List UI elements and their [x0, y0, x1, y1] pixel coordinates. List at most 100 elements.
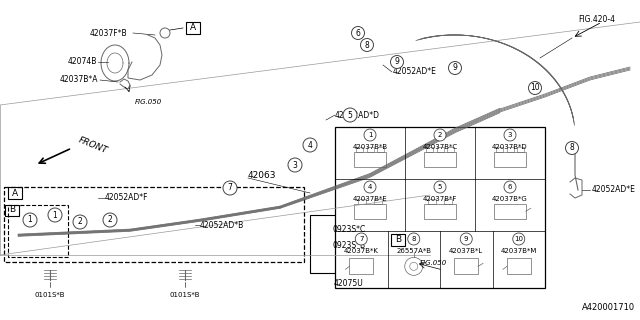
Circle shape — [390, 55, 403, 68]
Text: 4: 4 — [308, 140, 312, 149]
Bar — [356, 147, 363, 152]
Text: 42037B*L: 42037B*L — [449, 248, 483, 254]
Text: 0101S*B: 0101S*B — [170, 292, 200, 298]
Text: 42075U: 42075U — [334, 279, 364, 288]
Text: 42037B*K: 42037B*K — [344, 248, 379, 254]
Text: FIG.050: FIG.050 — [134, 99, 162, 105]
Text: 0923S*B: 0923S*B — [332, 241, 365, 250]
Bar — [506, 147, 513, 152]
Text: 42037B*C: 42037B*C — [422, 144, 458, 150]
Text: 7: 7 — [359, 236, 364, 242]
Bar — [5, 204, 19, 215]
Text: 42037B*M: 42037B*M — [500, 248, 537, 254]
Bar — [424, 152, 456, 166]
Circle shape — [504, 181, 516, 193]
Circle shape — [355, 233, 367, 245]
Bar — [494, 152, 525, 166]
Text: FIG.050: FIG.050 — [420, 260, 447, 266]
Circle shape — [408, 233, 420, 245]
Bar — [436, 147, 444, 152]
Text: 2: 2 — [108, 215, 113, 225]
Circle shape — [48, 208, 62, 222]
Circle shape — [351, 27, 365, 39]
Text: FIG.420-4: FIG.420-4 — [578, 15, 615, 25]
Text: B: B — [395, 236, 401, 244]
Text: 6: 6 — [508, 184, 512, 190]
Bar — [349, 258, 373, 274]
Circle shape — [449, 61, 461, 75]
Text: 4: 4 — [368, 184, 372, 190]
Text: 42037B*B: 42037B*B — [353, 144, 388, 150]
Circle shape — [566, 141, 579, 155]
Text: 42037B*D: 42037B*D — [492, 144, 528, 150]
Bar — [310, 215, 388, 273]
Circle shape — [513, 233, 525, 245]
Text: 7: 7 — [228, 183, 232, 193]
Text: 26557A*B: 26557A*B — [396, 248, 431, 254]
Text: 9: 9 — [464, 236, 468, 242]
Text: 6: 6 — [356, 28, 360, 37]
Bar — [447, 147, 454, 152]
Text: FRONT: FRONT — [77, 135, 109, 155]
Bar — [507, 258, 531, 274]
Text: 42052AD*E: 42052AD*E — [393, 68, 437, 76]
Text: 8: 8 — [412, 236, 416, 242]
Text: 9: 9 — [395, 58, 399, 67]
Text: A: A — [190, 23, 196, 33]
Text: 0923S*C: 0923S*C — [332, 225, 365, 234]
Bar — [426, 147, 433, 152]
Bar — [377, 147, 384, 152]
Bar — [494, 204, 525, 219]
Text: 9: 9 — [452, 63, 458, 73]
Text: 0101S*B: 0101S*B — [35, 292, 65, 298]
Text: 42052AD*B: 42052AD*B — [200, 220, 244, 229]
Bar — [4, 187, 304, 262]
Bar — [424, 204, 456, 219]
Circle shape — [103, 213, 117, 227]
Text: 3: 3 — [508, 132, 512, 138]
Text: 2: 2 — [77, 218, 83, 227]
Circle shape — [73, 215, 87, 229]
Circle shape — [434, 181, 446, 193]
Text: 3: 3 — [292, 161, 298, 170]
Bar — [355, 204, 386, 219]
Circle shape — [343, 108, 357, 122]
Bar — [517, 147, 524, 152]
Bar — [367, 147, 374, 152]
Bar — [374, 199, 382, 204]
Bar — [454, 258, 478, 274]
Text: 1: 1 — [52, 211, 58, 220]
Text: 42052AD*D: 42052AD*D — [335, 110, 380, 119]
Bar — [186, 22, 200, 34]
Bar — [444, 199, 452, 204]
Circle shape — [364, 129, 376, 141]
Circle shape — [360, 38, 374, 52]
Text: 42037B*F: 42037B*F — [423, 196, 457, 202]
Bar — [358, 199, 366, 204]
Circle shape — [529, 82, 541, 94]
Text: A: A — [12, 188, 18, 197]
Bar — [8, 187, 22, 199]
Text: 1: 1 — [28, 215, 33, 225]
Text: 8: 8 — [570, 143, 574, 153]
Text: 42037F*B: 42037F*B — [90, 28, 127, 37]
Text: 42037B*E: 42037B*E — [353, 196, 387, 202]
Bar — [355, 152, 386, 166]
Circle shape — [434, 129, 446, 141]
Text: 42052AD*F: 42052AD*F — [105, 194, 148, 203]
Text: 2: 2 — [438, 132, 442, 138]
Circle shape — [23, 213, 37, 227]
Circle shape — [288, 158, 302, 172]
Text: B: B — [9, 205, 15, 214]
Circle shape — [460, 233, 472, 245]
Circle shape — [504, 129, 516, 141]
Text: 42037B*G: 42037B*G — [492, 196, 528, 202]
Text: 10: 10 — [515, 236, 524, 242]
Circle shape — [364, 181, 376, 193]
Text: 5: 5 — [348, 110, 353, 119]
Text: 42037B*A: 42037B*A — [60, 76, 99, 84]
Text: 42074B: 42074B — [68, 58, 97, 67]
Circle shape — [223, 181, 237, 195]
Text: 10: 10 — [530, 84, 540, 92]
Text: 42063: 42063 — [248, 171, 276, 180]
